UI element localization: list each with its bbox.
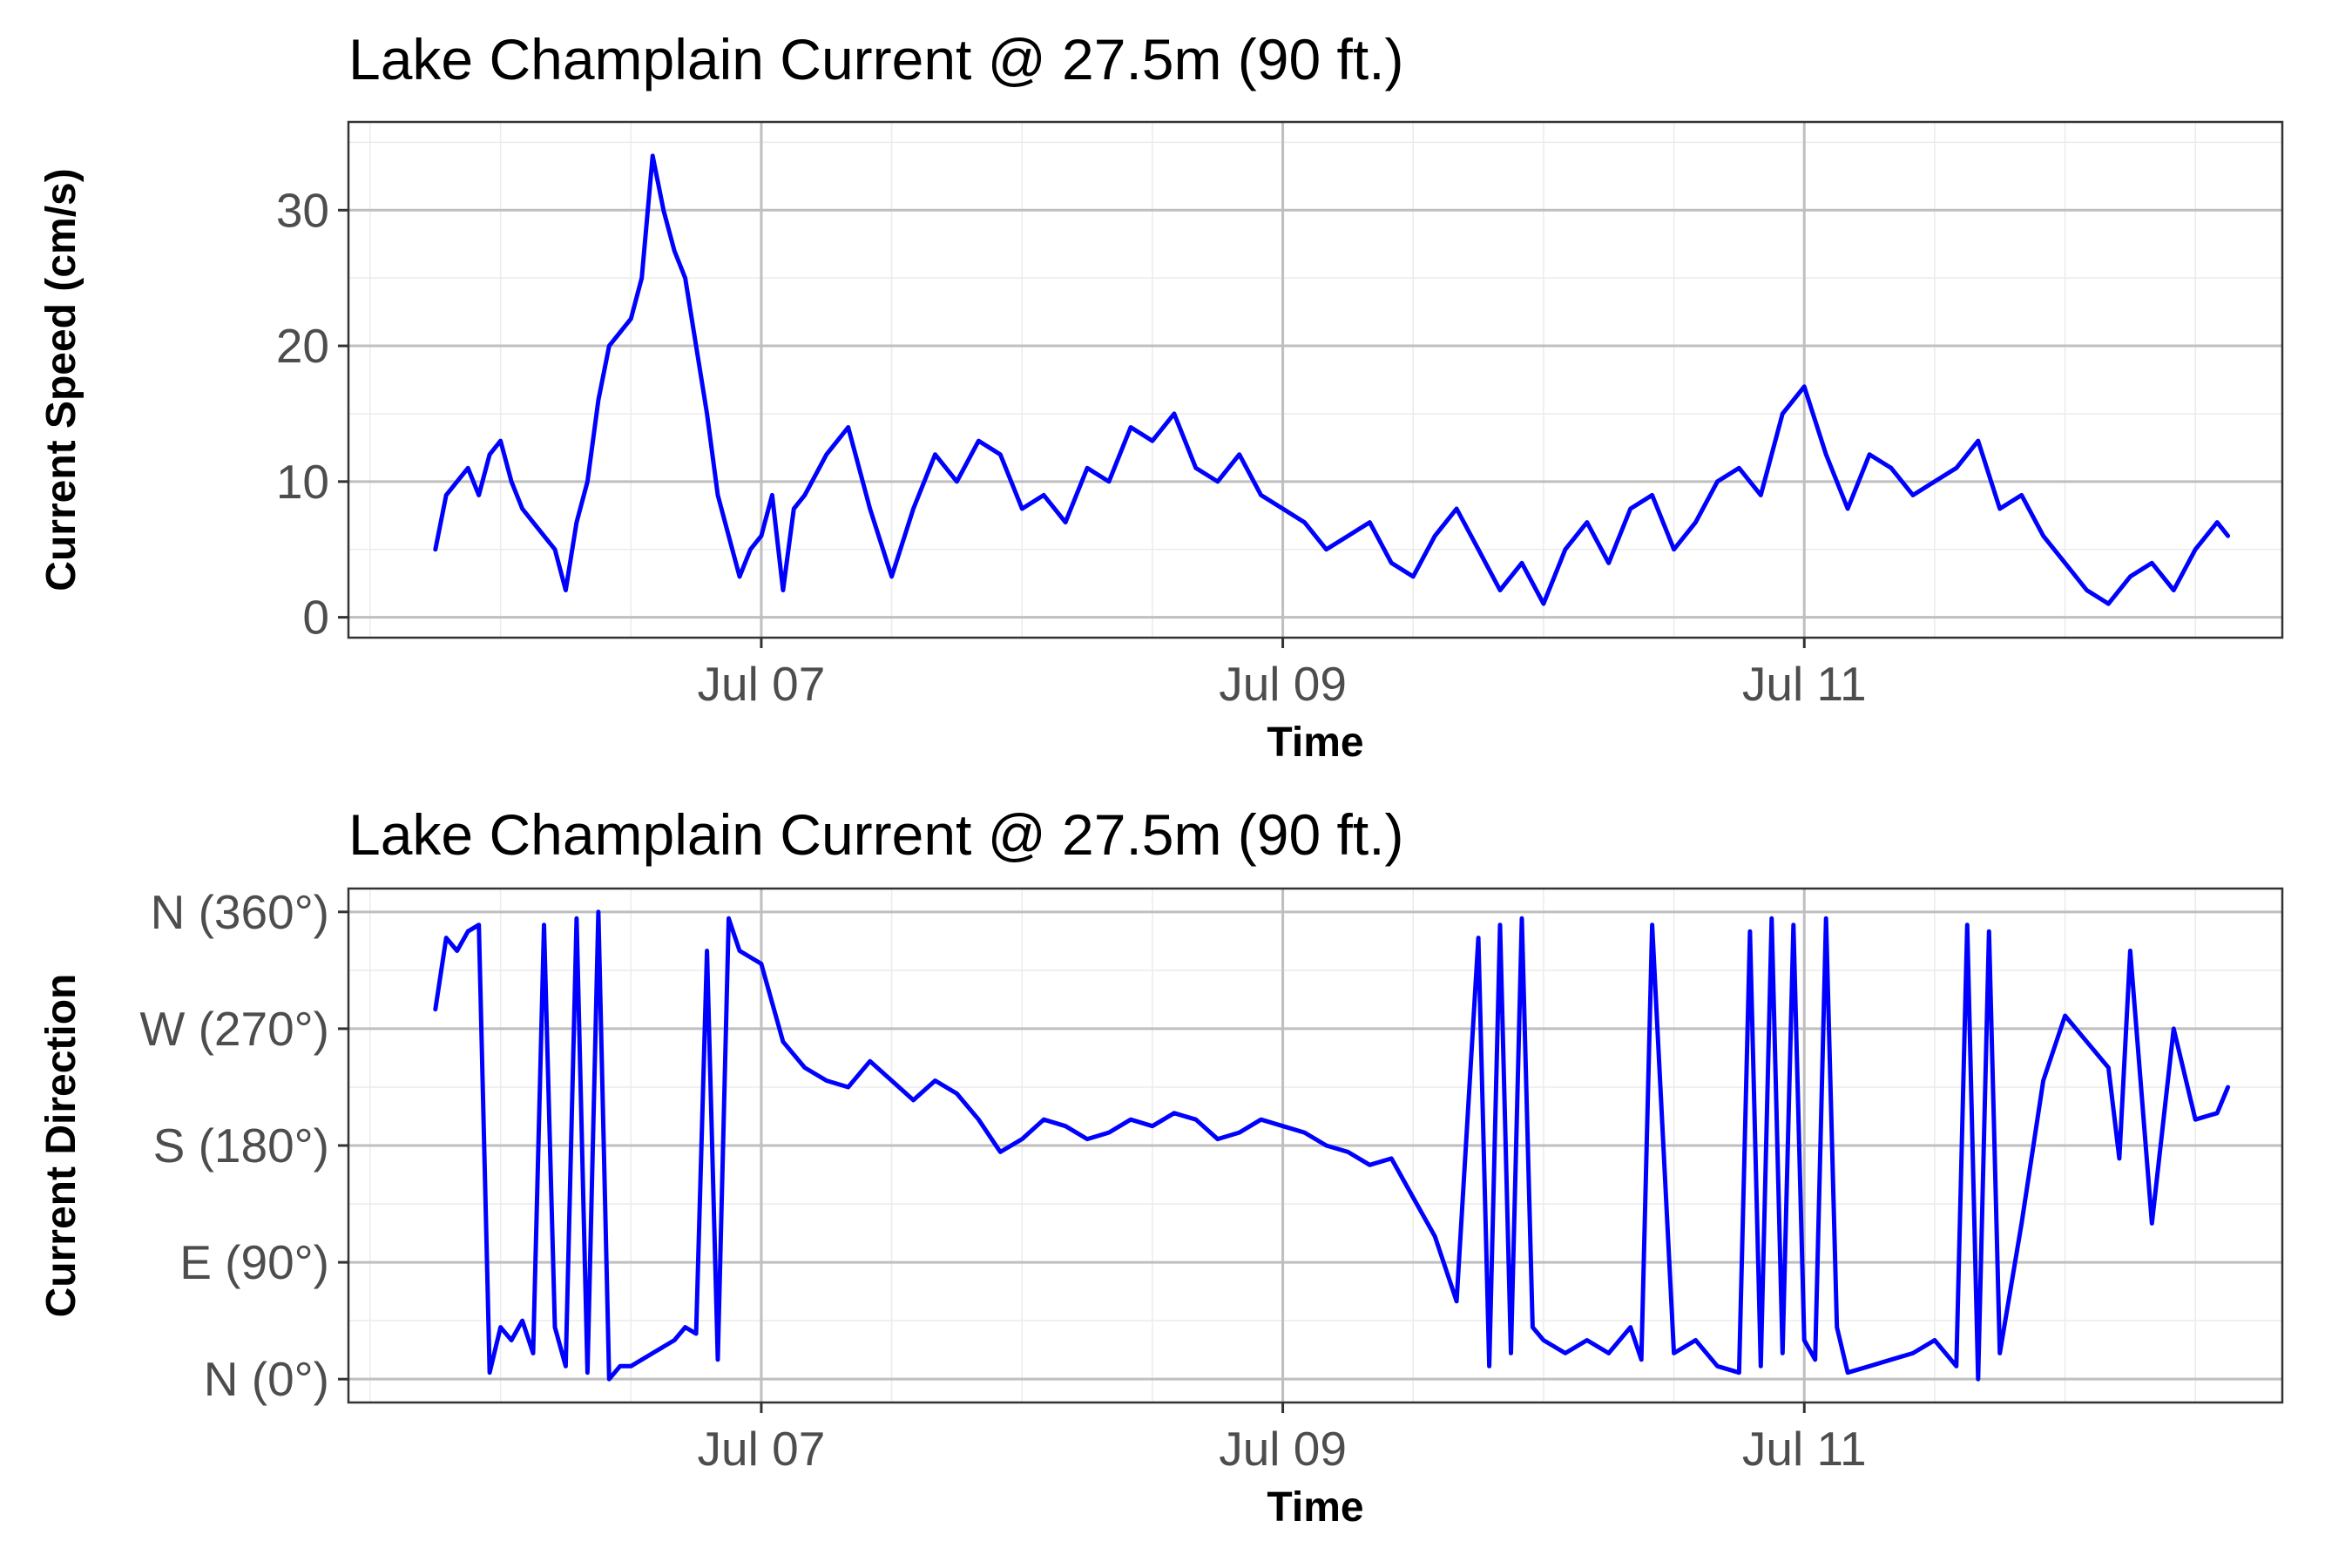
direction-y-tick-label: E (90°) <box>179 1235 329 1289</box>
direction-chart-svg: N (0°) E (90°) S (180°) W (270°) N (360°) Jul… <box>38 885 2284 1531</box>
speed-chart-svg: 0 10 20 30 Jul 07 Jul 09 Jul 11 Time Current Spe… <box>38 120 2284 766</box>
direction-x-tick-label: Jul 07 <box>698 1422 826 1476</box>
direction-y-tick-label: S (180°) <box>153 1119 329 1173</box>
direction-series-line <box>433 909 2231 1382</box>
direction-y-tick-label: W (270°) <box>139 1002 329 1056</box>
direction-x-axis-title: Time <box>1267 1484 1363 1531</box>
speed-chart-panel: Lake Champlain Current @ 27.5m (90 ft.) … <box>0 0 2352 767</box>
speed-x-tick-label: Jul 07 <box>698 657 826 711</box>
speed-series-line <box>433 153 2231 606</box>
direction-x-tick-label: Jul 11 <box>1742 1422 1867 1476</box>
speed-y-tick-label: 20 <box>276 319 329 373</box>
speed-chart-title: Lake Champlain Current @ 27.5m (90 ft.) <box>348 27 1404 91</box>
speed-y-axis-title: Current Speed (cm/s) <box>38 168 84 591</box>
speed-y-tick-label: 10 <box>276 455 329 509</box>
speed-x-tick-label: Jul 11 <box>1742 657 1867 711</box>
speed-x-axis-title: Time <box>1267 720 1363 766</box>
speed-panel-border <box>347 120 2284 639</box>
speed-y-tick-label: 0 <box>302 591 329 645</box>
direction-y-axis-title: Current Direction <box>38 974 84 1318</box>
speed-y-tick-label: 30 <box>276 183 329 237</box>
direction-y-tick-label: N (360°) <box>151 885 329 939</box>
speed-plot-area <box>348 122 2282 638</box>
direction-x-tick-label: Jul 09 <box>1219 1422 1347 1476</box>
direction-y-tick-label: N (0°) <box>204 1352 329 1406</box>
speed-x-tick-label: Jul 09 <box>1219 657 1347 711</box>
direction-chart-panel: Lake Champlain Current @ 27.5m (90 ft.) … <box>0 767 2352 1533</box>
direction-panel-border <box>347 887 2284 1404</box>
direction-chart-title: Lake Champlain Current @ 27.5m (90 ft.) <box>348 802 1404 867</box>
